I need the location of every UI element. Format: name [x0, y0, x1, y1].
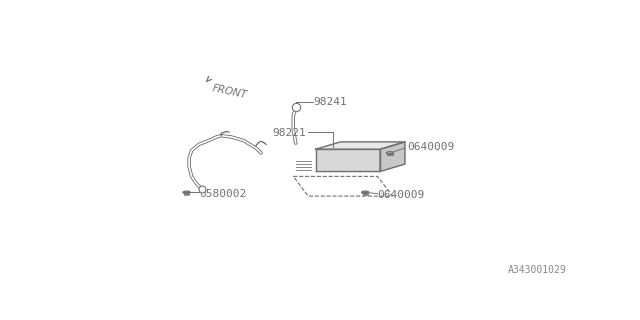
Text: FRONT: FRONT	[211, 83, 248, 100]
Text: 0580002: 0580002	[199, 188, 246, 199]
Polygon shape	[380, 142, 405, 172]
Text: 0640009: 0640009	[378, 190, 425, 200]
Text: 98241: 98241	[313, 98, 347, 108]
Text: A343001029: A343001029	[508, 265, 566, 275]
Text: 0640009: 0640009	[408, 142, 454, 152]
Text: 98221: 98221	[272, 128, 306, 138]
Polygon shape	[316, 142, 405, 149]
Ellipse shape	[183, 191, 190, 194]
Ellipse shape	[387, 152, 394, 154]
Ellipse shape	[362, 191, 369, 194]
Polygon shape	[316, 149, 380, 172]
